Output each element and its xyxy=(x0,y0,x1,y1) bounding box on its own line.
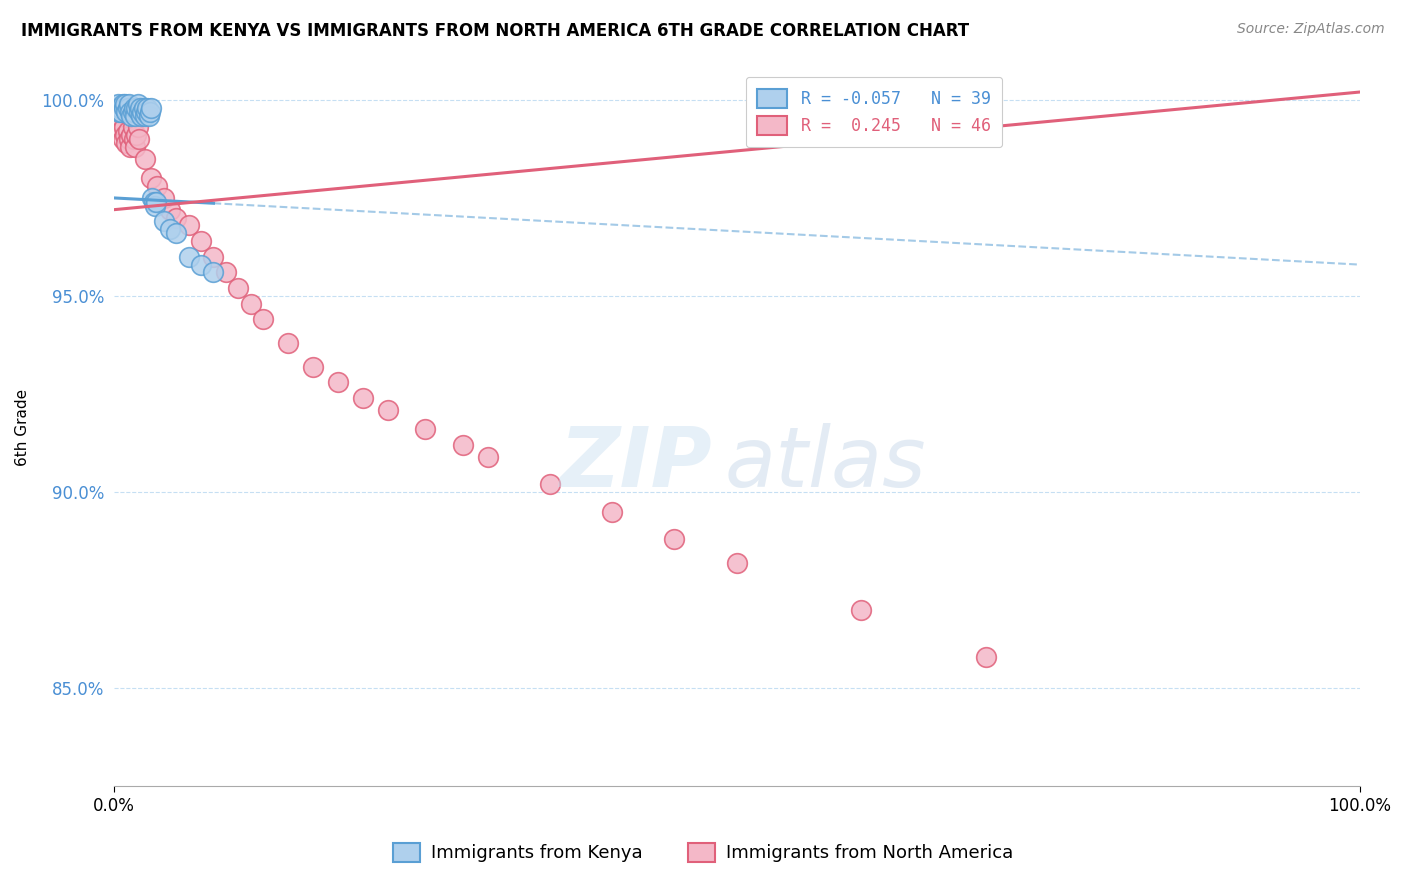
Point xyxy=(107,96,129,111)
Point xyxy=(118,96,141,111)
Text: Source: ZipAtlas.com: Source: ZipAtlas.com xyxy=(1237,22,1385,37)
Point xyxy=(112,120,135,135)
Point xyxy=(152,191,174,205)
Point xyxy=(132,101,155,115)
Point xyxy=(202,265,225,279)
Point xyxy=(538,477,561,491)
Point xyxy=(477,450,499,464)
Point xyxy=(127,120,149,135)
Point xyxy=(124,109,146,123)
Point xyxy=(177,250,200,264)
Point xyxy=(118,140,141,154)
Point xyxy=(125,101,148,115)
Point xyxy=(145,194,167,209)
Legend: R = -0.057   N = 39, R =  0.245   N = 46: R = -0.057 N = 39, R = 0.245 N = 46 xyxy=(745,77,1002,147)
Point xyxy=(108,101,131,115)
Point xyxy=(111,96,134,111)
Point xyxy=(239,297,262,311)
Point xyxy=(121,104,143,119)
Point xyxy=(600,505,623,519)
Text: ZIP: ZIP xyxy=(560,423,711,504)
Point xyxy=(108,104,131,119)
Point xyxy=(139,104,162,119)
Point xyxy=(228,281,250,295)
Y-axis label: 6th Grade: 6th Grade xyxy=(15,389,30,466)
Point xyxy=(215,265,238,279)
Point xyxy=(110,124,132,138)
Point xyxy=(112,101,135,115)
Point xyxy=(129,109,152,123)
Point xyxy=(120,109,142,123)
Point xyxy=(110,104,132,119)
Point xyxy=(120,128,142,143)
Point xyxy=(105,104,128,119)
Point xyxy=(725,556,748,570)
Point xyxy=(131,104,153,119)
Point xyxy=(121,120,143,135)
Text: atlas: atlas xyxy=(724,423,925,504)
Point xyxy=(138,109,160,123)
Point xyxy=(111,132,134,146)
Point xyxy=(114,128,136,143)
Point xyxy=(352,391,374,405)
Point xyxy=(117,101,139,115)
Point xyxy=(108,116,131,130)
Point xyxy=(118,104,141,119)
Point xyxy=(136,101,159,115)
Point xyxy=(277,336,299,351)
Point xyxy=(134,152,156,166)
Point xyxy=(105,101,128,115)
Point xyxy=(115,136,138,150)
Point xyxy=(125,128,148,143)
Point xyxy=(451,438,474,452)
Point xyxy=(851,602,873,616)
Point xyxy=(664,532,686,546)
Point xyxy=(190,234,212,248)
Point xyxy=(117,124,139,138)
Point xyxy=(114,96,136,111)
Point xyxy=(127,96,149,111)
Point xyxy=(107,112,129,127)
Point xyxy=(129,101,152,115)
Text: IMMIGRANTS FROM KENYA VS IMMIGRANTS FROM NORTH AMERICA 6TH GRADE CORRELATION CHA: IMMIGRANTS FROM KENYA VS IMMIGRANTS FROM… xyxy=(21,22,969,40)
Point xyxy=(122,132,145,146)
Point xyxy=(124,140,146,154)
Point xyxy=(128,104,150,119)
Point xyxy=(146,179,169,194)
Point xyxy=(159,202,181,217)
Point xyxy=(252,312,274,326)
Point xyxy=(302,359,325,374)
Point xyxy=(165,211,187,225)
Point xyxy=(413,422,436,436)
Point xyxy=(326,376,349,390)
Point xyxy=(118,132,141,146)
Point xyxy=(202,250,225,264)
Point xyxy=(165,226,187,240)
Point xyxy=(141,171,163,186)
Point xyxy=(974,649,997,664)
Point xyxy=(177,219,200,233)
Legend: Immigrants from Kenya, Immigrants from North America: Immigrants from Kenya, Immigrants from N… xyxy=(385,836,1021,870)
Point xyxy=(108,120,131,135)
Point xyxy=(122,101,145,115)
Point xyxy=(115,104,138,119)
Point xyxy=(135,104,157,119)
Point xyxy=(128,132,150,146)
Point xyxy=(143,199,166,213)
Point xyxy=(142,194,165,209)
Point xyxy=(141,191,163,205)
Point xyxy=(152,214,174,228)
Point xyxy=(377,402,399,417)
Point xyxy=(159,222,181,236)
Point xyxy=(141,101,163,115)
Point xyxy=(134,109,156,123)
Point xyxy=(190,258,212,272)
